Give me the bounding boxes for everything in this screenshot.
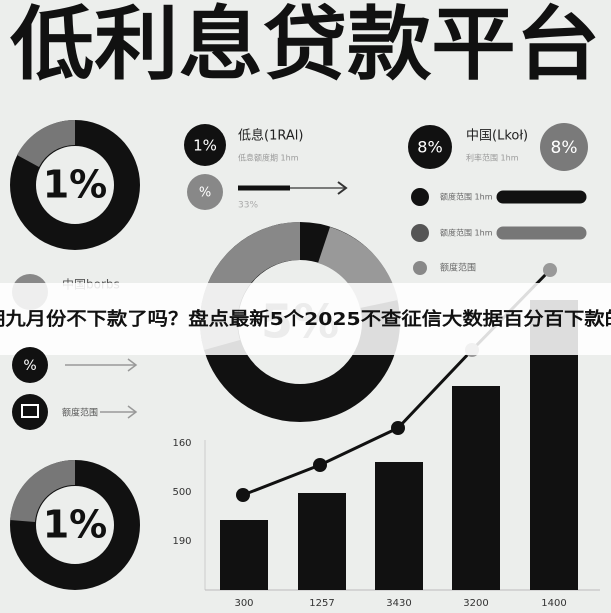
badge-text: %: [23, 358, 36, 374]
x-label: 1257: [309, 598, 334, 609]
x-label: 3200: [463, 598, 488, 609]
row-note: 33%: [238, 201, 258, 211]
arrow-head: [127, 358, 138, 372]
badge: [540, 123, 588, 171]
y-label: 160: [172, 438, 191, 449]
donut-segment: [10, 459, 75, 522]
x-label: 300: [234, 598, 253, 609]
badge-text: 1%: [193, 137, 217, 155]
bar: [452, 386, 500, 590]
arrow-head: [127, 405, 138, 419]
badge: [12, 347, 48, 383]
row-label: 中国(Lkoł): [466, 129, 528, 144]
point: [236, 488, 250, 502]
banner: [0, 283, 611, 355]
badge-text: 8%: [551, 138, 578, 158]
badge: [184, 124, 226, 166]
x-label: 3430: [386, 598, 411, 609]
title: 低利息贷款平台: [10, 0, 600, 91]
item-label: 额度范围: [62, 407, 98, 419]
item-label: 额度范围 1hm: [440, 228, 493, 238]
row-note: 利率范围 1hm: [466, 153, 519, 163]
banner-text: 期九月份不下款了吗？盘点最新5个2025不查征信大数据百分百下款的: [0, 308, 611, 330]
icon: [12, 394, 48, 430]
item-label: 额度范围 1hm: [440, 192, 493, 202]
bar: [220, 520, 268, 590]
badge-text: 8%: [417, 138, 442, 157]
donut-segment: [17, 119, 75, 167]
item-label: 额度范围: [440, 262, 476, 274]
donut-label: 1%: [43, 163, 108, 207]
point: [313, 458, 327, 472]
badge-text: %: [199, 186, 211, 201]
arrow-head: [337, 181, 348, 195]
row-label: 低息(1RAl): [238, 128, 303, 144]
bar: [375, 462, 423, 590]
dot: [411, 224, 429, 242]
badge: [408, 125, 452, 169]
bar: [298, 493, 346, 590]
dot: [413, 261, 427, 275]
row-note: 低息额度期 1hm: [238, 153, 299, 163]
icon-glyph: [21, 404, 39, 418]
y-label: 500: [172, 487, 191, 498]
y-label: 190: [172, 536, 191, 547]
x-label: 1400: [541, 598, 566, 609]
badge: [187, 174, 223, 210]
point: [543, 263, 557, 277]
point: [391, 421, 405, 435]
dot: [411, 188, 429, 206]
donut-label: 1%: [43, 503, 108, 547]
